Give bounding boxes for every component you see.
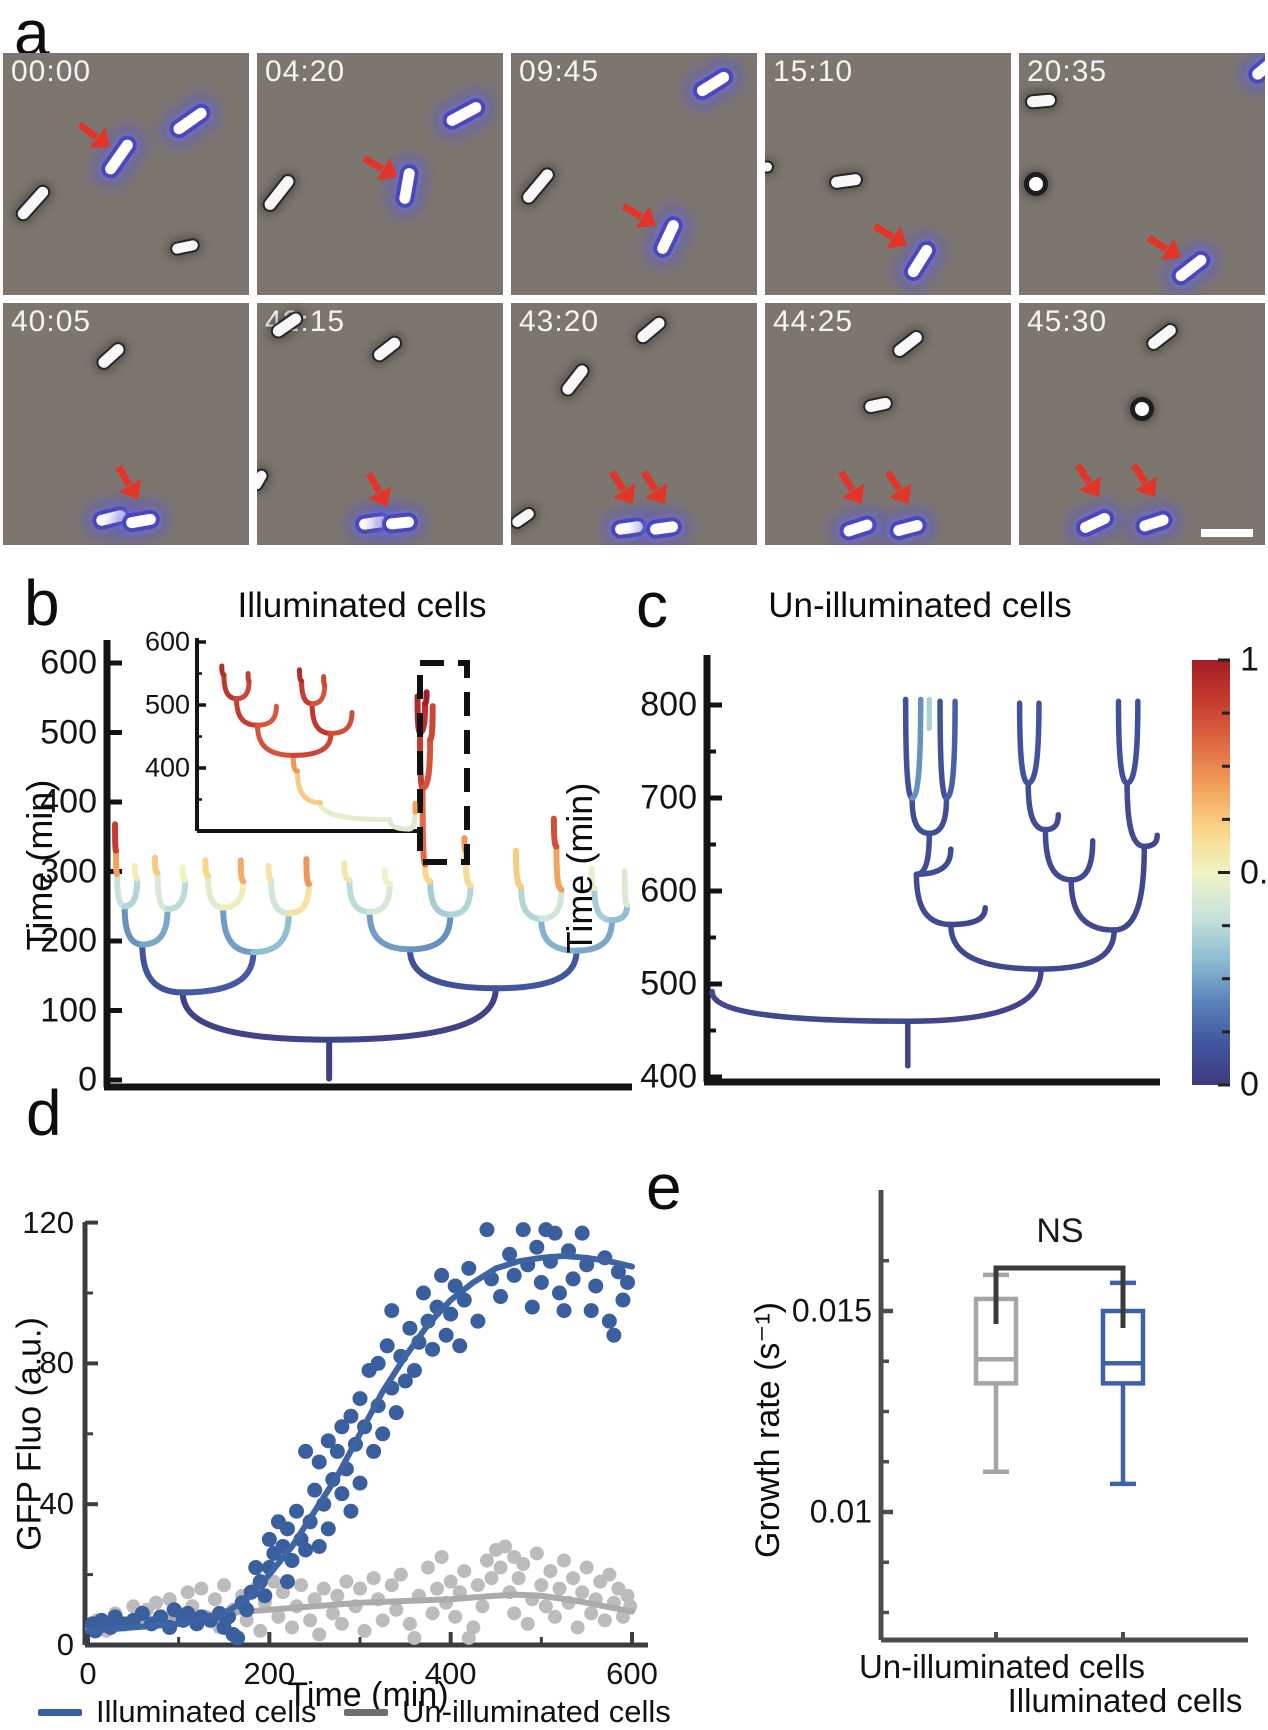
micrograph-frame: 15:10 — [765, 53, 1011, 295]
cell-ring — [1024, 171, 1049, 196]
fit-line-illuminated — [85, 1253, 636, 1634]
micrograph-frame: 42:15 — [257, 303, 503, 545]
panel-b-title: Illuminated cells — [237, 586, 487, 625]
category-label-unilluminated: Un-illuminated cells — [858, 1648, 1146, 1685]
panel-d-ylabel: GFP Fluo (a.u.) — [10, 1317, 49, 1551]
category-label-illuminated: Illuminated cells — [1007, 1682, 1243, 1719]
panel-label-c: c — [636, 569, 668, 641]
timestamp-label: 45:30 — [1027, 305, 1108, 338]
lineage-tree-unilluminated — [709, 696, 1160, 1069]
legend-swatch-gray — [344, 1708, 388, 1716]
panel-b-plot — [103, 638, 632, 1091]
panel-d-xlabel: Time (min) — [287, 1676, 449, 1714]
micrograph-frame: 04:20 — [257, 53, 503, 295]
micrograph-frame: 45:30 — [1019, 303, 1265, 545]
timestamp-label: 44:25 — [773, 305, 854, 338]
legend-label-illuminated: Illuminated cells — [96, 1694, 317, 1729]
micrograph-frame: 43:20 — [511, 303, 757, 545]
micrograph-frame: 44:25 — [765, 303, 1011, 545]
micrograph-frame: 40:05 — [3, 303, 249, 545]
timestamp-label: 43:20 — [519, 305, 600, 338]
legend-swatch-blue — [38, 1708, 82, 1716]
ns-bracket — [993, 1265, 1126, 1328]
panel-b-inset — [195, 638, 420, 833]
lineage-tree-illuminated — [112, 689, 631, 1082]
cell-plain — [765, 162, 773, 172]
timestamp-label: 40:05 — [11, 305, 92, 338]
panel-e-plot — [878, 1190, 1248, 1643]
legend-item-unilluminated: Un-illuminated cells — [344, 1694, 671, 1730]
panel-d-plot — [82, 1220, 648, 1648]
micrograph-frame: 00:00 — [3, 53, 249, 295]
panel-b-ylabel: Time (min) — [19, 779, 60, 951]
colorbar — [1192, 658, 1230, 1087]
micrograph-frame: 09:45 — [511, 53, 757, 295]
panel-label-d: d — [26, 1077, 62, 1149]
timestamp-label: 00:00 — [11, 55, 92, 88]
panel-label-e: e — [646, 1151, 682, 1223]
micrograph-frame: 20:35 — [1019, 53, 1265, 295]
legend-label-unilluminated: Un-illuminated cells — [402, 1694, 671, 1729]
cell-ring — [1130, 397, 1154, 422]
timestamp-label: 09:45 — [519, 55, 600, 88]
panel-c-plot — [703, 655, 1230, 1087]
panel-label-b: b — [24, 567, 60, 639]
timestamp-label: 15:10 — [773, 55, 854, 88]
panel-c-ylabel: Time (min) — [559, 782, 600, 954]
panel-e-ylabel: Growth rate (s⁻¹) — [749, 1302, 787, 1558]
timestamp-label: 20:35 — [1027, 55, 1108, 88]
timestamp-label: 04:20 — [265, 55, 346, 88]
ns-annotation: NS — [1036, 1212, 1084, 1250]
dashed-highlight-box — [417, 660, 470, 865]
scale-bar — [1201, 529, 1253, 537]
legend-item-illuminated: Illuminated cells — [38, 1694, 317, 1730]
panel-c-title: Un-illuminated cells — [768, 586, 1072, 625]
